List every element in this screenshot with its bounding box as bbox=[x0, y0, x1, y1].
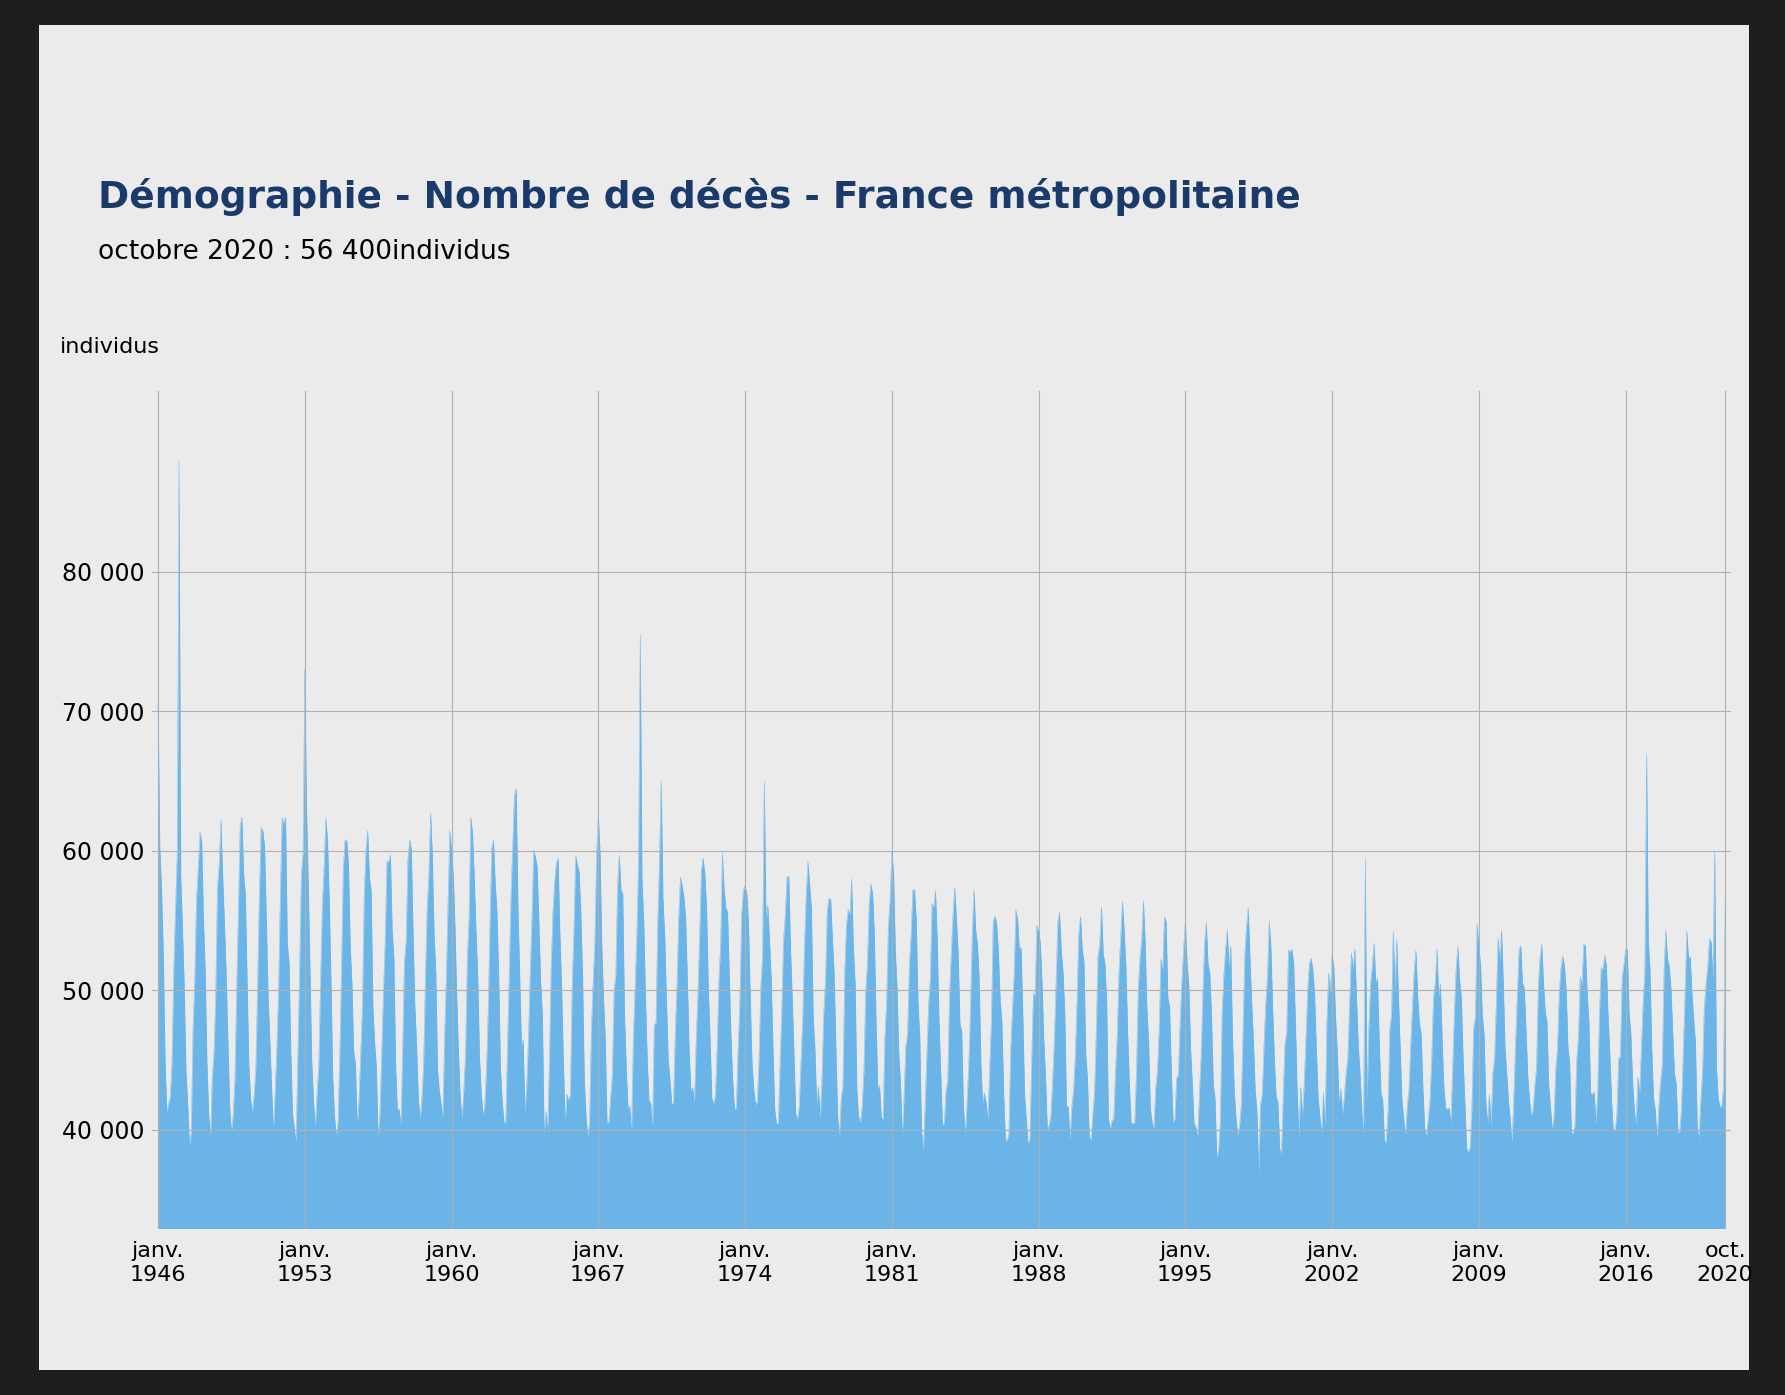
Text: individus: individus bbox=[61, 338, 161, 357]
Text: Démographie - Nombre de décès - France métropolitaine: Démographie - Nombre de décès - France m… bbox=[98, 179, 1301, 216]
Text: octobre 2020 : 56 400individus: octobre 2020 : 56 400individus bbox=[98, 239, 511, 265]
